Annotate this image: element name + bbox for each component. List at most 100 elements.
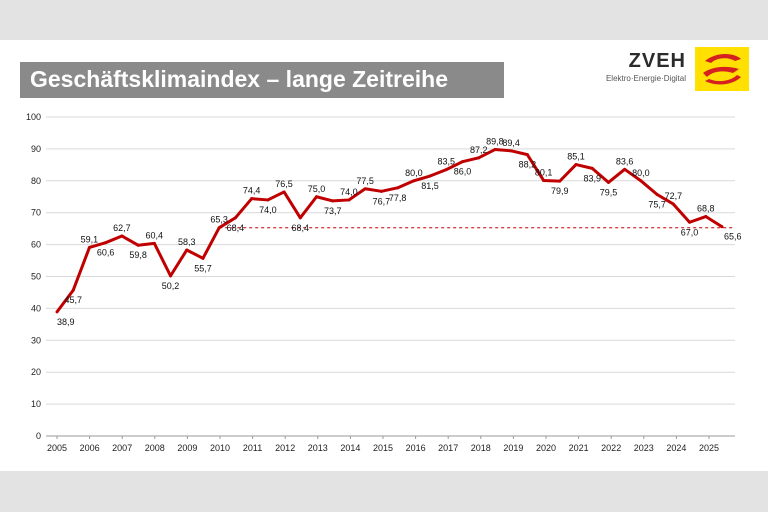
y-tick-label: 40 (31, 303, 41, 313)
data-label: 83,9 (583, 173, 601, 183)
x-tick-label: 2014 (340, 443, 360, 453)
data-label: 38,9 (57, 317, 75, 327)
data-point (169, 274, 173, 278)
data-point (282, 190, 286, 194)
data-label: 58,3 (178, 237, 196, 247)
data-point (720, 225, 724, 229)
y-tick-label: 30 (31, 335, 41, 345)
x-tick-label: 2007 (112, 443, 132, 453)
data-point (590, 166, 594, 170)
data-label: 83,6 (616, 156, 634, 166)
data-label: 81,5 (421, 181, 439, 191)
data-point (574, 163, 578, 167)
data-point (347, 198, 351, 202)
data-point (542, 178, 546, 182)
x-tick-label: 2015 (373, 443, 393, 453)
data-label: 89,8 (486, 137, 504, 147)
data-label: 76,7 (373, 196, 391, 206)
data-point (331, 199, 335, 203)
data-label: 50,2 (162, 281, 180, 291)
data-point (525, 153, 529, 157)
data-point (136, 243, 140, 247)
data-point (120, 234, 124, 238)
data-point (250, 197, 254, 201)
x-tick-label: 2022 (601, 443, 621, 453)
slide: Geschäftsklimaindex – lange Zeitreihe ZV… (0, 40, 768, 471)
data-point (396, 186, 400, 190)
y-tick-label: 60 (31, 240, 41, 250)
y-tick-label: 100 (26, 112, 41, 122)
x-tick-label: 2008 (145, 443, 165, 453)
y-tick-label: 50 (31, 272, 41, 282)
data-point (104, 241, 108, 245)
data-point (509, 149, 513, 153)
x-tick-label: 2012 (275, 443, 295, 453)
data-point (623, 167, 627, 171)
data-label: 87,2 (470, 145, 488, 155)
data-point (315, 195, 319, 199)
data-label: 85,1 (567, 152, 585, 162)
brand: ZVEH Elektro·Energie·Digital (606, 50, 686, 90)
data-label: 45,7 (64, 295, 82, 305)
data-label: 67,0 (681, 227, 699, 237)
data-point (201, 256, 205, 260)
data-point (704, 215, 708, 219)
y-tick-label: 90 (31, 144, 41, 154)
data-point (217, 226, 221, 230)
data-label: 68,8 (697, 204, 715, 214)
data-label: 75,7 (648, 200, 666, 210)
x-tick-label: 2011 (243, 443, 262, 453)
data-label: 89,4 (502, 138, 520, 148)
title-bar: Geschäftsklimaindex – lange Zeitreihe (20, 62, 504, 98)
data-point (671, 202, 675, 206)
data-point (71, 288, 75, 292)
data-point (363, 187, 367, 191)
x-tick-label: 2023 (634, 443, 654, 453)
x-tick-label: 2009 (177, 443, 197, 453)
y-tick-label: 10 (31, 399, 41, 409)
data-label: 65,3 (210, 215, 228, 225)
data-label: 59,8 (129, 250, 147, 260)
data-label: 79,5 (600, 187, 618, 197)
x-tick-label: 2016 (406, 443, 426, 453)
data-label: 80,0 (405, 168, 423, 178)
data-point (444, 168, 448, 172)
data-point (688, 220, 692, 224)
y-tick-label: 70 (31, 208, 41, 218)
y-tick-label: 0 (36, 431, 41, 441)
data-label: 72,7 (665, 191, 683, 201)
data-label: 73,7 (324, 206, 342, 216)
x-tick-label: 2005 (47, 443, 67, 453)
data-point (428, 174, 432, 178)
data-label: 60,6 (97, 248, 115, 258)
x-tick-label: 2019 (503, 443, 523, 453)
data-point (655, 193, 659, 197)
data-point (55, 310, 59, 314)
data-label: 55,7 (194, 263, 212, 273)
data-point (266, 198, 270, 202)
page-title: Geschäftsklimaindex – lange Zeitreihe (30, 66, 448, 92)
data-point (558, 179, 562, 183)
data-label: 68,4 (227, 223, 245, 233)
data-point (379, 189, 383, 193)
data-label: 65,6 (724, 232, 742, 242)
x-tick-label: 2017 (438, 443, 458, 453)
data-label: 60,4 (146, 230, 164, 240)
data-label: 86,0 (454, 167, 472, 177)
data-point (412, 179, 416, 183)
data-label: 88,2 (519, 160, 537, 170)
data-label: 83,5 (438, 157, 456, 167)
data-label: 74,0 (259, 205, 277, 215)
data-label: 76,5 (275, 179, 293, 189)
y-tick-label: 20 (31, 367, 41, 377)
data-point (87, 245, 91, 249)
data-label: 62,7 (113, 223, 131, 233)
data-label: 74,4 (243, 186, 261, 196)
data-label: 80,0 (632, 168, 650, 178)
brand-tagline: Elektro·Energie·Digital (605, 74, 686, 83)
data-label: 74,0 (340, 187, 358, 197)
data-point (606, 180, 610, 184)
zveh-logo-icon (695, 47, 749, 91)
x-tick-label: 2010 (210, 443, 230, 453)
